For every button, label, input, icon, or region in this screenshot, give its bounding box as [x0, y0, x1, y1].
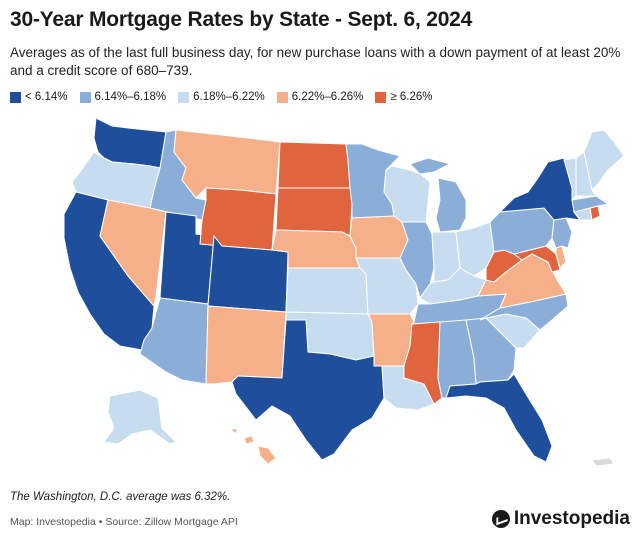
- legend-label-3: 6.22%–6.26%: [291, 91, 364, 103]
- state-MD[interactable]: [512, 245, 561, 273]
- legend-swatch-3: [276, 91, 288, 103]
- brand-name: Investopedia: [513, 508, 630, 529]
- state-MT[interactable]: [173, 129, 281, 199]
- legend-item-2: 6.18%–6.22%: [178, 91, 265, 103]
- legend-swatch-4: [375, 91, 387, 103]
- state-NM[interactable]: [205, 305, 287, 385]
- state-KS[interactable]: [285, 267, 369, 315]
- investopedia-logo-icon: [491, 510, 510, 528]
- state-PR[interactable]: [591, 457, 615, 467]
- legend-label-1: 6.14%–6.18%: [94, 91, 167, 103]
- legend-swatch-2: [178, 91, 190, 103]
- brand-logo: Investopedia: [491, 508, 630, 530]
- legend-item-1: 6.14%–6.18%: [79, 91, 167, 103]
- source-credit: Map: Investopedia • Source: Zillow Mortg…: [10, 516, 238, 528]
- legend-label-4: ≥ 6.26%: [390, 91, 433, 103]
- state-TX[interactable]: [231, 319, 385, 461]
- state-VT[interactable]: [563, 157, 577, 202]
- state-NH[interactable]: [575, 151, 597, 197]
- us-state-map: [0, 108, 640, 480]
- map-subtitle: Averages as of the last full business da…: [10, 45, 621, 78]
- state-IA[interactable]: [349, 215, 409, 259]
- state-NV[interactable]: [99, 199, 167, 308]
- state-NJ[interactable]: [551, 217, 573, 249]
- legend-swatch-1: [79, 91, 91, 103]
- legend-label-2: 6.18%–6.22%: [193, 91, 265, 103]
- map-title: 30-Year Mortgage Rates by State - Sept. …: [10, 8, 473, 31]
- state-HI[interactable]: [228, 427, 277, 465]
- state-ME[interactable]: [583, 129, 625, 192]
- state-FL[interactable]: [445, 373, 553, 463]
- legend-item-3: 6.22%–6.26%: [276, 91, 364, 103]
- legend-item-4: ≥ 6.26%: [375, 91, 433, 103]
- legend-item-0: < 6.14%: [10, 91, 68, 103]
- map-svg: [63, 117, 625, 467]
- footnote: The Washington, D.C. average was 6.32%.: [10, 491, 231, 503]
- state-AK[interactable]: [103, 389, 177, 445]
- state-ND[interactable]: [277, 141, 351, 189]
- legend-label-0: < 6.14%: [25, 91, 68, 103]
- legend: < 6.14% 6.14%–6.18% 6.18%–6.22% 6.22%–6.…: [10, 91, 433, 103]
- legend-swatch-0: [10, 91, 21, 103]
- state-MI[interactable]: [409, 157, 467, 233]
- state-SD[interactable]: [275, 187, 353, 237]
- state-WY[interactable]: [199, 187, 277, 251]
